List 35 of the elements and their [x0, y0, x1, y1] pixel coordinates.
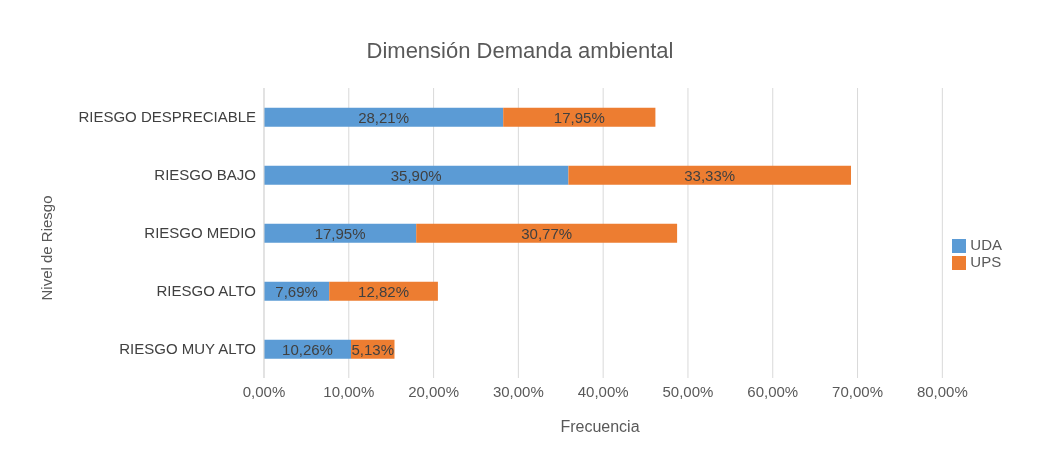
bar: [503, 107, 656, 127]
data-label: 30,77%: [521, 224, 573, 242]
x-tick-label: 30,00%: [492, 382, 544, 400]
data-label: 17,95%: [314, 224, 366, 242]
x-tick-label: 70,00%: [832, 382, 883, 400]
data-label: 12,82%: [358, 282, 409, 300]
chart-title: Dimensión Demanda ambiental: [365, 38, 675, 64]
y-tick-label: RIESGO MEDIO: [144, 224, 256, 242]
data-label: 17,95%: [553, 108, 605, 126]
legend-label: UDA: [970, 235, 1002, 253]
y-axis-title: Nivel de Riesgo: [37, 195, 55, 301]
bar: [568, 165, 852, 185]
x-axis-title: Frecuencia: [559, 418, 641, 436]
data-label: 35,90%: [390, 166, 442, 184]
data-label: 7,69%: [275, 282, 318, 300]
data-label: 5,13%: [351, 340, 395, 358]
legend-label: UPS: [970, 253, 1002, 270]
bar: [264, 223, 417, 243]
x-tick-label: 80,00%: [916, 382, 968, 400]
y-tick-label: RIESGO BAJO: [154, 166, 256, 184]
data-label: 33,33%: [684, 166, 736, 184]
x-tick-label: 40,00%: [577, 382, 629, 400]
x-tick-label: 10,00%: [323, 382, 375, 400]
x-tick-label: 20,00%: [408, 382, 460, 400]
data-label: 10,26%: [282, 340, 333, 358]
y-tick-label: RIESGO ALTO: [156, 282, 256, 300]
bar: [416, 223, 678, 243]
y-tick-label: RIESGO MUY ALTO: [119, 340, 256, 358]
x-tick-label: 0,00%: [242, 382, 286, 400]
bar: [264, 107, 504, 127]
x-tick-label: 50,00%: [662, 382, 714, 400]
x-tick-label: 60,00%: [747, 382, 799, 400]
data-label: 28,21%: [358, 108, 410, 126]
y-tick-label: RIESGO DESPRECIABLE: [78, 108, 256, 126]
bar: [264, 165, 569, 185]
